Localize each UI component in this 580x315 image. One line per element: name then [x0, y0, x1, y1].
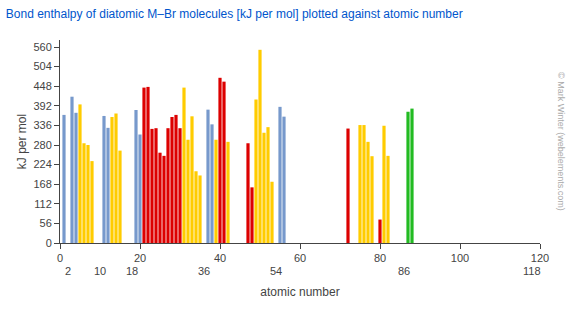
svg-text:atomic number: atomic number — [260, 285, 339, 299]
svg-text:60: 60 — [294, 252, 306, 264]
svg-text:0: 0 — [57, 252, 63, 264]
svg-text:100: 100 — [451, 252, 469, 264]
svg-text:18: 18 — [126, 265, 138, 277]
svg-text:2: 2 — [65, 265, 71, 277]
svg-text:448: 448 — [33, 80, 51, 92]
svg-text:54: 54 — [270, 265, 282, 277]
svg-text:80: 80 — [374, 252, 386, 264]
svg-text:120: 120 — [531, 252, 549, 264]
svg-text:112: 112 — [34, 198, 52, 210]
svg-text:280: 280 — [33, 139, 51, 151]
svg-text:336: 336 — [33, 119, 51, 131]
svg-text:kJ per mol: kJ per mol — [15, 114, 29, 169]
svg-text:560: 560 — [33, 41, 51, 53]
svg-text:36: 36 — [198, 265, 210, 277]
svg-text:392: 392 — [33, 100, 51, 112]
svg-text:0: 0 — [46, 237, 52, 249]
svg-text:© Mark Winter (webelements.com: © Mark Winter (webelements.com) — [556, 72, 566, 211]
svg-text:10: 10 — [94, 265, 106, 277]
svg-text:20: 20 — [134, 252, 146, 264]
svg-text:118: 118 — [523, 265, 541, 277]
svg-text:168: 168 — [33, 178, 51, 190]
svg-text:224: 224 — [33, 158, 51, 170]
svg-text:Bond enthalpy of diatomic M–Br: Bond enthalpy of diatomic M–Br molecules… — [6, 7, 463, 21]
svg-text:504: 504 — [33, 60, 51, 72]
svg-text:56: 56 — [40, 217, 52, 229]
svg-text:86: 86 — [398, 265, 410, 277]
svg-text:40: 40 — [214, 252, 226, 264]
